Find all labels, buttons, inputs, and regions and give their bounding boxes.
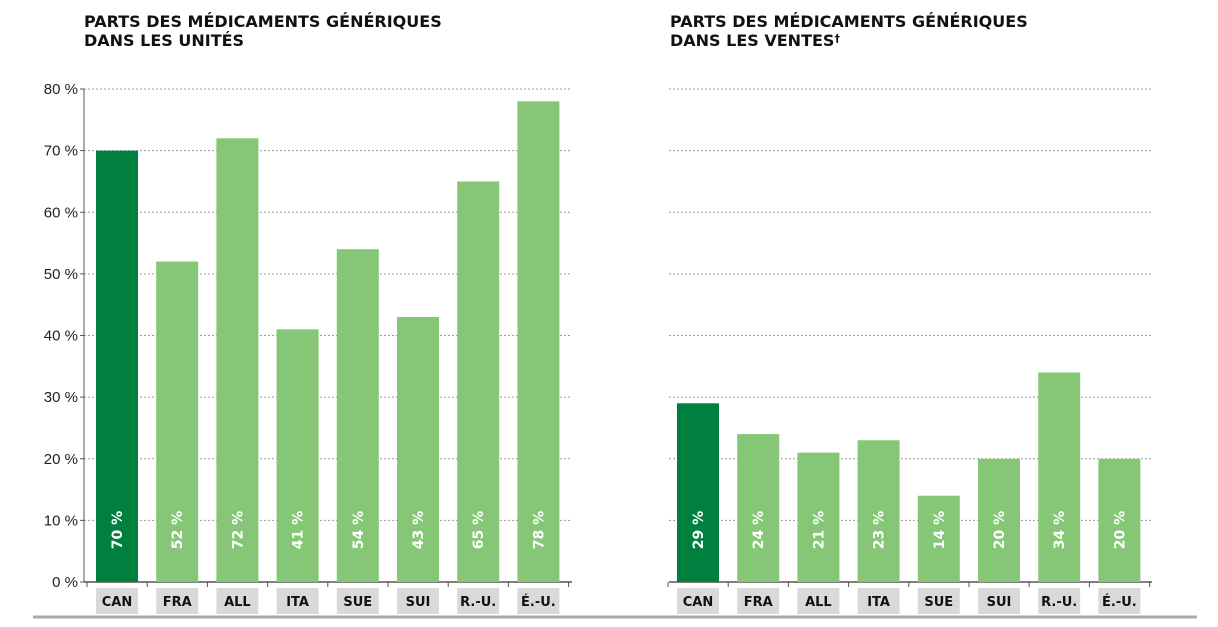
category-label: SUE	[343, 595, 372, 610]
category-label-bg	[677, 588, 719, 614]
chart-units: 0 % 10 % 20 % 30 % 40 % 50 % 60 % 70 % 80 % CAN 70…	[44, 81, 572, 614]
chart-title-sales: PARTS DES MÉDICAMENTS GÉNÉRIQUES DANS LE…	[670, 12, 1150, 50]
category-label-bg	[276, 588, 319, 614]
category-label-bg	[857, 588, 900, 614]
y-tick-label: 70 %	[44, 143, 78, 160]
category-label: ALL	[224, 595, 251, 610]
value-label: 70 %	[110, 511, 126, 549]
chart-sales: CAN 29 % FRA 24 % ALL 21 % ITA 23 % SUE 14 % SUI 20…	[667, 88, 1152, 614]
category-label: SUE	[924, 595, 953, 610]
bar	[737, 434, 780, 582]
category-label-bg	[737, 588, 780, 614]
value-label: 41 %	[291, 511, 307, 549]
bar	[216, 138, 259, 583]
value-label: 65 %	[471, 511, 487, 549]
bar	[917, 495, 960, 582]
value-label: 20 %	[992, 511, 1008, 549]
value-label: 72 %	[230, 511, 246, 549]
category-label: SUI	[987, 595, 1012, 610]
value-label: 34 %	[1052, 511, 1068, 549]
chart-title-line: DANS LES VENTES	[670, 31, 835, 50]
bar	[457, 181, 500, 582]
category-label-bg	[917, 588, 960, 614]
chart-title-line: DANS LES UNITÉS	[84, 31, 245, 50]
category-label-bg	[1038, 588, 1081, 614]
y-tick-label: 10 %	[44, 512, 78, 529]
category-label: CAN	[683, 595, 713, 610]
category-label: ITA	[286, 595, 309, 610]
value-label: 78 %	[531, 511, 547, 549]
bar	[1038, 372, 1081, 582]
category-label-bg	[457, 588, 500, 614]
value-label: 23 %	[872, 511, 888, 549]
category-label: CAN	[102, 595, 132, 610]
bar	[1098, 458, 1141, 582]
bar	[397, 317, 439, 582]
y-tick-label: 40 %	[44, 328, 78, 345]
y-tick-label: 20 %	[44, 451, 78, 468]
y-tick-label: 60 %	[44, 204, 78, 221]
category-label-bg	[216, 588, 259, 614]
category-label-bg	[517, 588, 560, 614]
bar	[677, 403, 719, 582]
bar	[156, 261, 199, 582]
value-label: 43 %	[411, 511, 427, 549]
chart-title-line-wrap: DANS LES VENTES†	[670, 31, 1150, 50]
bar	[517, 101, 560, 582]
bar	[857, 440, 900, 582]
category-label: É.-U.	[1102, 594, 1137, 610]
y-tick-label: 50 %	[44, 266, 78, 283]
category-label-bg	[397, 588, 439, 614]
category-label: FRA	[744, 595, 773, 610]
y-tick-label: 30 %	[44, 389, 78, 406]
category-label-bg	[978, 588, 1020, 614]
value-label: 14 %	[932, 511, 948, 549]
bar	[978, 458, 1020, 582]
value-label: 24 %	[751, 511, 767, 549]
bar	[96, 150, 138, 582]
bar	[336, 249, 379, 582]
category-label: FRA	[163, 595, 192, 610]
category-label: SUI	[406, 595, 431, 610]
category-label: R.-U.	[460, 595, 496, 610]
chart-title-units: PARTS DES MÉDICAMENTS GÉNÉRIQUES DANS LE…	[84, 12, 564, 50]
category-label-bg	[797, 588, 840, 614]
category-label: ITA	[867, 595, 890, 610]
category-label: R.-U.	[1041, 595, 1077, 610]
value-label: 54 %	[351, 511, 367, 549]
y-tick-label: 80 %	[44, 81, 78, 98]
bar	[276, 329, 319, 582]
value-label: 20 %	[1112, 511, 1128, 549]
value-label: 21 %	[811, 511, 827, 549]
footnote-mark: †	[834, 32, 840, 45]
bar	[797, 452, 840, 582]
category-label-bg	[156, 588, 199, 614]
value-label: 29 %	[691, 511, 707, 549]
category-label: ALL	[805, 595, 832, 610]
category-label-bg	[336, 588, 379, 614]
y-tick-label: 0 %	[52, 574, 78, 591]
chart-title-line: PARTS DES MÉDICAMENTS GÉNÉRIQUES	[84, 12, 442, 31]
category-label: É.-U.	[521, 594, 556, 610]
value-label: 52 %	[170, 511, 186, 549]
chart-title-line: PARTS DES MÉDICAMENTS GÉNÉRIQUES	[670, 12, 1028, 31]
category-label-bg	[96, 588, 138, 614]
category-label-bg	[1098, 588, 1141, 614]
